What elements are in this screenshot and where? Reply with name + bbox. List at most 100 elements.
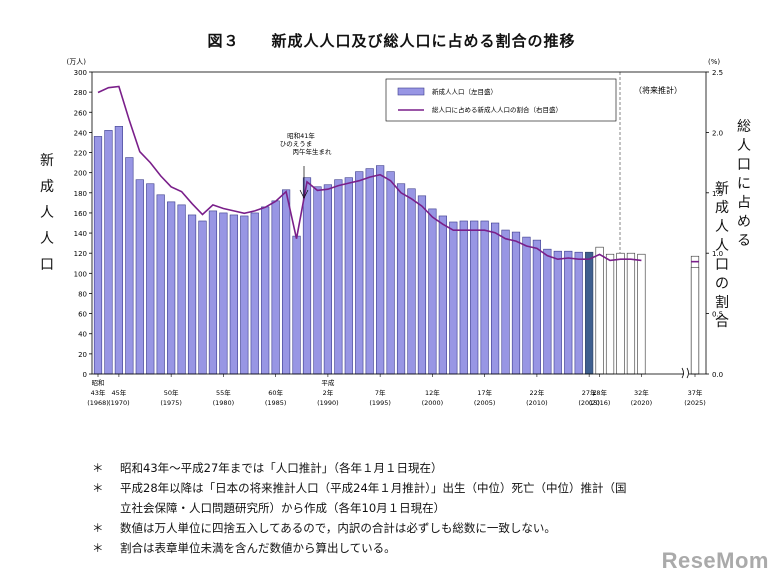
x-tick-label: (1970) xyxy=(108,399,130,407)
footnote: ＊昭和43年～平成27年までは「人口推計」（各年１月１日現在） xyxy=(92,461,443,475)
x-tick-label: (2025) xyxy=(684,399,706,407)
bar-series xyxy=(93,126,700,375)
plot-frame xyxy=(91,71,707,375)
annotation-text: 丙午年生まれ xyxy=(293,147,333,156)
x-tick-label: (2020) xyxy=(631,399,653,407)
left-axis-label-char: 成 xyxy=(40,179,54,195)
chart-axes: 0 20 40 60 80 100 120 140 160 180 200 220 240 260 280 3… xyxy=(67,58,724,379)
bar xyxy=(501,229,510,375)
x-tick-label: (2015) xyxy=(578,399,600,407)
projection-label: （将来推計） xyxy=(634,85,682,95)
left-axis-label: 新成人人口 xyxy=(37,148,57,278)
footnote: ＊平成28年以降は「日本の将来推計人口（平成24年１月推計）」出生（中位）死亡（… xyxy=(92,481,627,495)
legend-line-label: 総人口に占める新成人人口の割合（右目盛） xyxy=(432,105,562,114)
legend-bar-label: 新成人人口（左目盛） xyxy=(432,87,497,96)
left-axis-label-char: 人 xyxy=(40,231,54,247)
x-tick-label: 22年 xyxy=(530,388,545,397)
left-axis-label-char: 口 xyxy=(40,257,54,273)
legend-bar-swatch xyxy=(397,87,425,96)
bar xyxy=(114,126,123,375)
legend-box xyxy=(385,78,617,122)
bar xyxy=(616,252,625,375)
left-tick-label: 220 xyxy=(74,150,87,158)
left-tick-label: 80 xyxy=(78,290,87,298)
bar xyxy=(271,200,280,375)
annotation-text: 昭和41年 xyxy=(287,131,315,140)
line-series xyxy=(97,85,699,263)
bar xyxy=(302,177,312,375)
left-tick-label: 280 xyxy=(74,89,87,97)
right-tick-label: 1.5 xyxy=(712,190,723,198)
right-unit: (%) xyxy=(708,58,720,66)
chart-title: 図３ 新成人人口及び総人口に占める割合の推移 xyxy=(207,32,576,50)
bar xyxy=(522,236,531,375)
bar xyxy=(532,239,541,375)
x-tick-label: (1980) xyxy=(213,399,235,407)
left-tick-label: 240 xyxy=(74,129,87,137)
x-tick-label: 37年 xyxy=(688,388,703,397)
bar xyxy=(250,212,259,375)
bar xyxy=(407,188,416,375)
bar xyxy=(93,136,103,375)
bar xyxy=(417,195,427,375)
bar xyxy=(219,212,228,375)
bar xyxy=(229,214,238,375)
right-axis-label-column: 新成人人口の割合 xyxy=(715,181,729,330)
right-tick-label: 0.5 xyxy=(712,311,723,319)
bar xyxy=(543,248,552,375)
left-tick-label: 60 xyxy=(78,311,87,319)
bar xyxy=(208,210,218,375)
bar xyxy=(156,194,165,375)
chart-svg: （将来推計） 0 20 40 60 80 100 120 140 160 180 200 220 240… xyxy=(67,58,724,407)
bar xyxy=(605,253,615,375)
x-tick-label: 12年 xyxy=(425,388,440,397)
bar xyxy=(261,206,270,375)
bar xyxy=(690,266,700,375)
bar xyxy=(490,222,500,375)
x-tick-label: (1968) xyxy=(87,399,109,407)
ratio-line xyxy=(97,85,642,262)
bar xyxy=(135,179,144,375)
footnotes: ＊昭和43年～平成27年までは「人口推計」（各年１月１日現在） ＊平成28年以降… xyxy=(92,458,627,558)
left-axis-label-char: 新 xyxy=(40,153,54,169)
x-tick-label: 43年 xyxy=(91,388,106,397)
bar xyxy=(428,208,437,375)
x-tick-label: 60年 xyxy=(268,388,283,397)
bar xyxy=(281,189,291,375)
left-tick-label: 260 xyxy=(74,109,87,117)
footnote: ＊割合は表章単位未満を含んだ数値から算出している。 xyxy=(92,541,396,555)
x-tick-label: 昭和 xyxy=(92,378,105,387)
bar xyxy=(146,183,155,375)
bar xyxy=(240,215,249,375)
bar xyxy=(626,252,636,375)
left-tick-label: 40 xyxy=(78,331,87,339)
x-tick-label: (1995) xyxy=(369,399,391,407)
bar xyxy=(177,204,186,375)
bar xyxy=(386,171,395,375)
bar xyxy=(292,235,301,375)
bar xyxy=(104,130,113,375)
bar xyxy=(365,168,374,375)
bar xyxy=(167,201,176,375)
left-tick-label: 100 xyxy=(74,270,87,278)
footnote-continuation: 立社会保障・人口問題研究所）から作成（各年10月１日現在） xyxy=(120,501,446,515)
x-tick-label: 45年 xyxy=(112,388,127,397)
bar xyxy=(449,221,458,375)
x-tick-label: (2005) xyxy=(474,399,496,407)
left-axis-label-char: 人 xyxy=(40,205,54,221)
right-tick-label: 2.0 xyxy=(712,129,723,137)
bar xyxy=(637,253,646,375)
right-tick-label: 0.0 xyxy=(712,371,723,379)
right-tick-label: 2.5 xyxy=(712,69,723,77)
bar xyxy=(376,165,385,375)
x-tick-label: (2010) xyxy=(526,399,548,407)
x-tick-label: 50年 xyxy=(164,388,179,397)
right-axis-label-column: 総人口に占める xyxy=(737,119,751,249)
bar xyxy=(125,157,134,375)
bar xyxy=(187,214,197,375)
bar xyxy=(480,220,489,375)
bar xyxy=(553,250,562,375)
bar xyxy=(438,215,447,375)
bar xyxy=(334,179,343,375)
